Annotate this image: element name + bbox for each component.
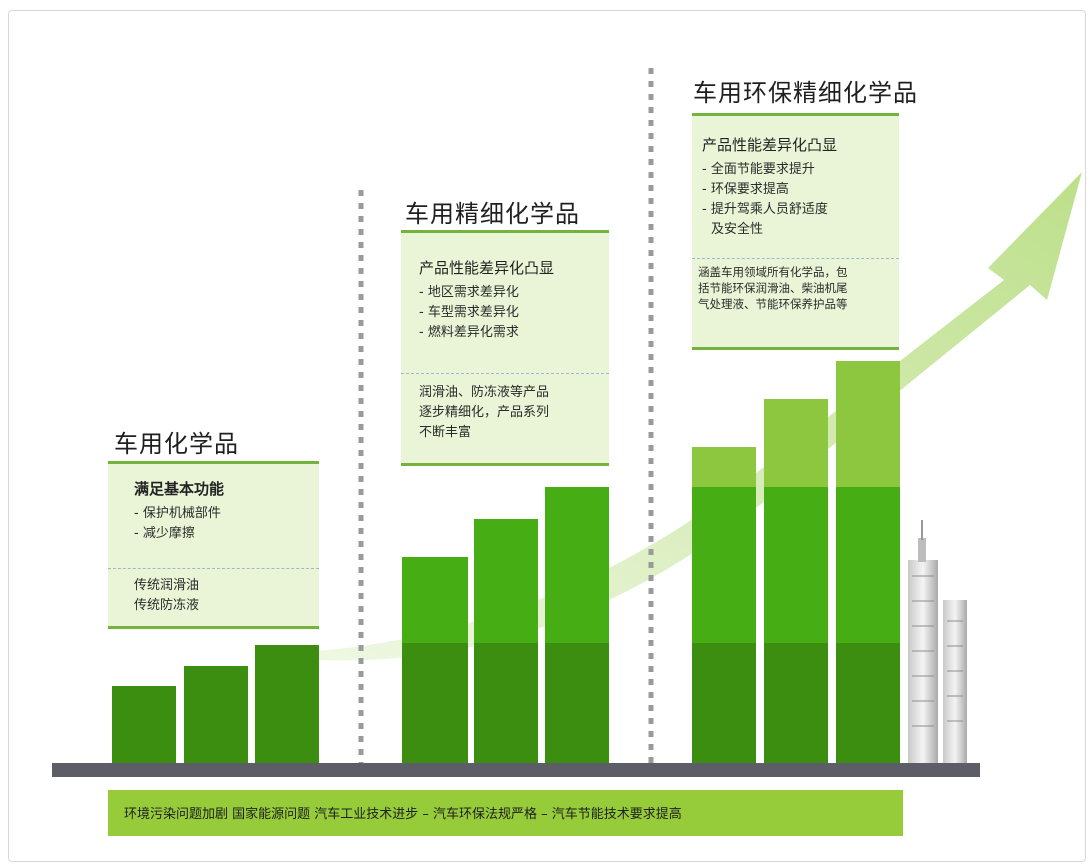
ground-line — [52, 763, 980, 777]
bar-segment — [545, 643, 609, 763]
bar-segment — [764, 643, 828, 763]
stage-3-bullet: - 全面节能要求提升 — [702, 162, 815, 177]
note-line: 传统防冻液 — [134, 598, 200, 613]
stage-1-title: 车用化学品 — [114, 430, 239, 458]
stage-2-separator — [401, 373, 609, 374]
note-line: 涵盖车用领域所有化学品，包 — [698, 265, 848, 279]
stage-3-heading: 产品性能差异化凸显 — [702, 136, 838, 154]
stage-2-bullet: - 地区需求差异化 — [419, 285, 519, 300]
note-line: 不断丰富 — [419, 425, 472, 440]
note-line: 逐步精细化，产品系列 — [419, 405, 550, 420]
stage-2-title: 车用精细化学品 — [405, 200, 580, 228]
skyscraper-icon — [908, 520, 967, 763]
bar-segment — [692, 643, 756, 763]
stage-3-bullet: 及安全性 — [711, 222, 764, 237]
note-line: 括节能环保润滑油、柴油机尾 — [698, 281, 848, 295]
stage-1-bullet: - 减少摩擦 — [134, 526, 195, 541]
stage-1-bullet: - 保护机械部件 — [134, 506, 221, 521]
note-line: 润滑油、防冻液等产品 — [419, 385, 550, 400]
stage-2-panel: 产品性能差异化凸显 - 地区需求差异化 - 车型需求差异化 - 燃料差异化需求 … — [401, 230, 609, 466]
note-line: 气处理液、节能环保养护品等 — [698, 297, 848, 311]
bar-segment — [184, 666, 248, 763]
stage-2-bullet: - 燃料差异化需求 — [419, 325, 519, 340]
note-line: 传统润滑油 — [134, 578, 200, 593]
stage-3-bullet: - 提升驾乘人员舒适度 — [702, 202, 828, 217]
bars-group — [112, 361, 900, 763]
bar-segment — [836, 643, 900, 763]
bar-segment — [255, 645, 319, 763]
stage-2-heading: 产品性能差异化凸显 — [419, 259, 555, 277]
stage-3-separator — [692, 258, 899, 259]
stage-3-title: 车用环保精细化学品 — [693, 79, 918, 107]
bar-segment — [474, 643, 538, 763]
stage-3-panel: 产品性能差异化凸显 - 全面节能要求提升 - 环保要求提高 - 提升驾乘人员舒适… — [692, 113, 899, 350]
stage-1-heading: 满足基本功能 — [134, 480, 225, 498]
stage-1-panel: 满足基本功能 - 保护机械部件 - 减少摩擦 传统润滑油 传统防冻液 — [108, 461, 319, 629]
stage-1-note: 传统润滑油 传统防冻液 — [134, 576, 199, 616]
bar-segment — [112, 686, 176, 763]
stage-3-bullet: - 环保要求提高 — [702, 182, 789, 197]
drivers-bar — [108, 790, 903, 836]
stage-2-note: 润滑油、防冻液等产品 逐步精细化，产品系列 不断丰富 — [419, 383, 549, 443]
stage-3-note: 涵盖车用领域所有化学品，包 括节能环保润滑油、柴油机尾 气处理液、节能环保养护品… — [698, 264, 848, 312]
bar-segment — [402, 643, 468, 763]
stage-1-separator — [108, 568, 319, 569]
stage-2-bullet: - 车型需求差异化 — [419, 305, 519, 320]
drivers-text: 环境污染问题加剧 国家能源问题 汽车工业技术进步 – 汽车环保法规严格 – 汽车… — [124, 807, 682, 822]
